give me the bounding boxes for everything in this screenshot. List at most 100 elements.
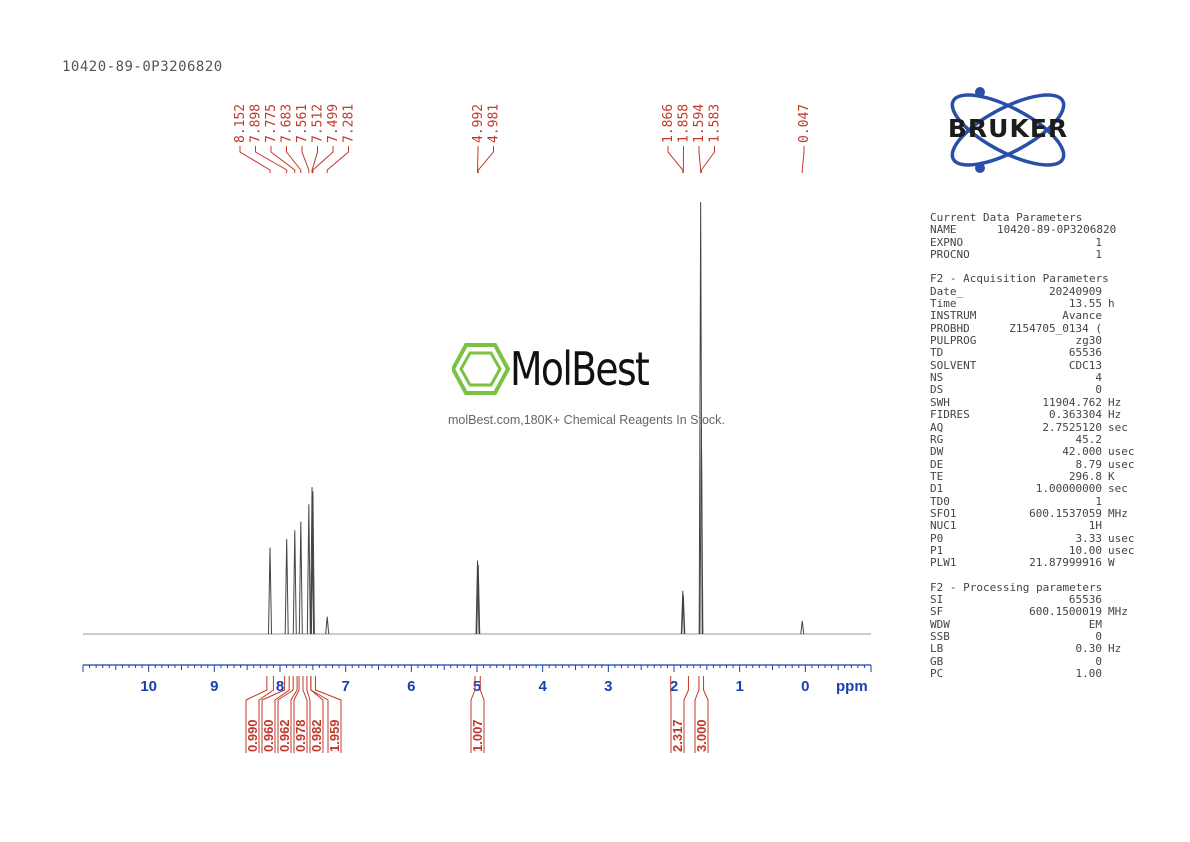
integral-bracket — [683, 676, 689, 753]
tick-label: 9 — [210, 678, 218, 695]
parameter-value: 1.00 — [1075, 667, 1103, 681]
parameter-value: 8.79 — [1075, 457, 1103, 471]
parameter-key: GB — [930, 654, 944, 668]
peak-label: 7.512 — [311, 104, 326, 143]
parameter-row: DE 8.79 usec — [930, 457, 1145, 471]
parameter-value: 0 — [1095, 654, 1102, 668]
peak-label: 7.898 — [249, 104, 264, 143]
parameter-unit — [1102, 249, 1108, 261]
peak-label-connector — [311, 146, 318, 173]
parameter-unit: W — [1108, 556, 1115, 570]
parameter-key: PULPROG — [930, 334, 977, 348]
integral-bracket — [302, 676, 308, 753]
parameter-value: CDC13 — [1068, 358, 1102, 372]
integral-bracket — [293, 676, 300, 753]
parameter-value: 1 — [1095, 494, 1102, 508]
parameter-key: NAME — [930, 223, 957, 237]
parameter-unit — [1102, 360, 1108, 372]
integral-bracket — [703, 676, 709, 753]
parameter-value: 3.33 — [1075, 531, 1103, 545]
parameter-key: DW — [930, 445, 944, 459]
peak-label-connector — [698, 146, 702, 173]
parameter-row: INSTRUM Avance — [930, 309, 1145, 323]
parameter-value: 11904.762 — [1042, 395, 1102, 409]
peak-6 — [310, 491, 315, 635]
peak-13 — [699, 426, 704, 635]
integral-bracket — [479, 676, 485, 753]
tick-label: 5 — [473, 678, 481, 695]
peak-2 — [292, 530, 297, 635]
parameter-row: GB 0 — [930, 654, 1145, 668]
parameter-row: D1 1.00000000 sec — [930, 482, 1145, 496]
parameter-value: 65536 — [1068, 346, 1102, 360]
peak-label-connector — [286, 146, 302, 173]
peak-1 — [284, 538, 289, 635]
parameter-unit — [1102, 335, 1108, 347]
integral-bracket — [694, 676, 700, 753]
peak-label-group: 8.152 7.898 7.775 7.683 7.561 7.512 7.499 7.281… — [233, 104, 812, 173]
molbest-ring-icon — [452, 343, 510, 395]
tick-label: 0 — [801, 678, 809, 695]
parameter-value: 10420-89-0P3206820 — [997, 223, 1117, 237]
integral-bracket — [277, 676, 294, 753]
tick-label: 7 — [341, 678, 349, 695]
parameter-unit: K — [1108, 469, 1115, 483]
parameter-key: DS — [930, 383, 944, 397]
parameter-row: P0 3.33 usec — [930, 531, 1145, 545]
parameter-unit: usec — [1108, 457, 1135, 471]
parameter-key: PC — [930, 667, 944, 681]
tick-label: 6 — [407, 678, 415, 695]
parameter-unit: MHz — [1108, 506, 1128, 520]
peak-label: 1.594 — [692, 104, 707, 143]
parameter-unit — [1102, 323, 1108, 335]
parameter-section-heading: F2 - Acquisition Parameters — [930, 272, 1109, 286]
parameter-row: Time 13.55 h — [930, 297, 1145, 311]
peak-label: 1.583 — [708, 104, 723, 143]
parameter-value: 1 — [1095, 248, 1102, 262]
integral-value: 0.960 — [261, 719, 276, 752]
parameter-value: 0.30 — [1075, 642, 1103, 656]
parameter-unit — [1102, 619, 1108, 631]
integral-value: 0.962 — [277, 719, 292, 752]
tick-label: 4 — [538, 678, 547, 695]
peak-label: 4.992 — [471, 104, 486, 143]
parameter-key: SSB — [930, 630, 950, 643]
parameter-section: Current Data Parameters NAME 10420-89-0P32… — [930, 211, 1145, 262]
spectrum-trace-group — [83, 201, 871, 635]
parameter-row: SFO1 600.1537059 MHz — [930, 506, 1145, 520]
parameter-key: D1 — [930, 482, 944, 496]
parameter-unit: sec — [1108, 482, 1128, 496]
parameter-unit — [1102, 384, 1108, 396]
parameter-row: TE 296.8 K — [930, 469, 1145, 483]
parameter-key: P0 — [930, 531, 944, 545]
peak-9 — [476, 564, 481, 635]
parameter-row: P1 10.00 usec — [930, 544, 1145, 557]
integral-bracket — [470, 676, 476, 753]
tick-label: 8 — [276, 678, 284, 695]
axis-unit-label: ppm — [836, 678, 868, 695]
parameter-key: Time — [930, 297, 957, 311]
parameter-unit — [1102, 668, 1108, 680]
parameter-value: 1 — [1095, 235, 1102, 249]
parameter-unit: Hz — [1108, 642, 1122, 656]
watermark-tagline: molBest.com,180K+ Chemical Reagents In S… — [448, 413, 725, 427]
parameter-unit — [1102, 372, 1108, 384]
parameter-unit: h — [1108, 297, 1115, 311]
parameter-row: DW 42.000 usec — [930, 445, 1145, 459]
bruker-logo-icon — [950, 87, 1066, 173]
parameter-key: TD — [930, 346, 944, 360]
tick-label: 3 — [604, 678, 612, 695]
peak-11 — [681, 595, 686, 635]
parameter-unit: MHz — [1108, 605, 1128, 619]
parameter-row: RG 45.2 — [930, 433, 1145, 446]
integral-bracket — [314, 676, 342, 753]
parameter-row: PC 1.00 — [930, 667, 1145, 681]
parameter-unit — [1102, 347, 1108, 359]
parameter-key: INSTRUM — [930, 309, 977, 323]
parameter-key: SOLVENT — [930, 358, 977, 372]
parameter-unit: sec — [1108, 420, 1128, 434]
peak-8 — [475, 560, 480, 635]
integral-bracket — [261, 676, 286, 753]
parameter-section-heading: Current Data Parameters — [930, 211, 1083, 224]
peak-label: 7.281 — [342, 104, 357, 143]
